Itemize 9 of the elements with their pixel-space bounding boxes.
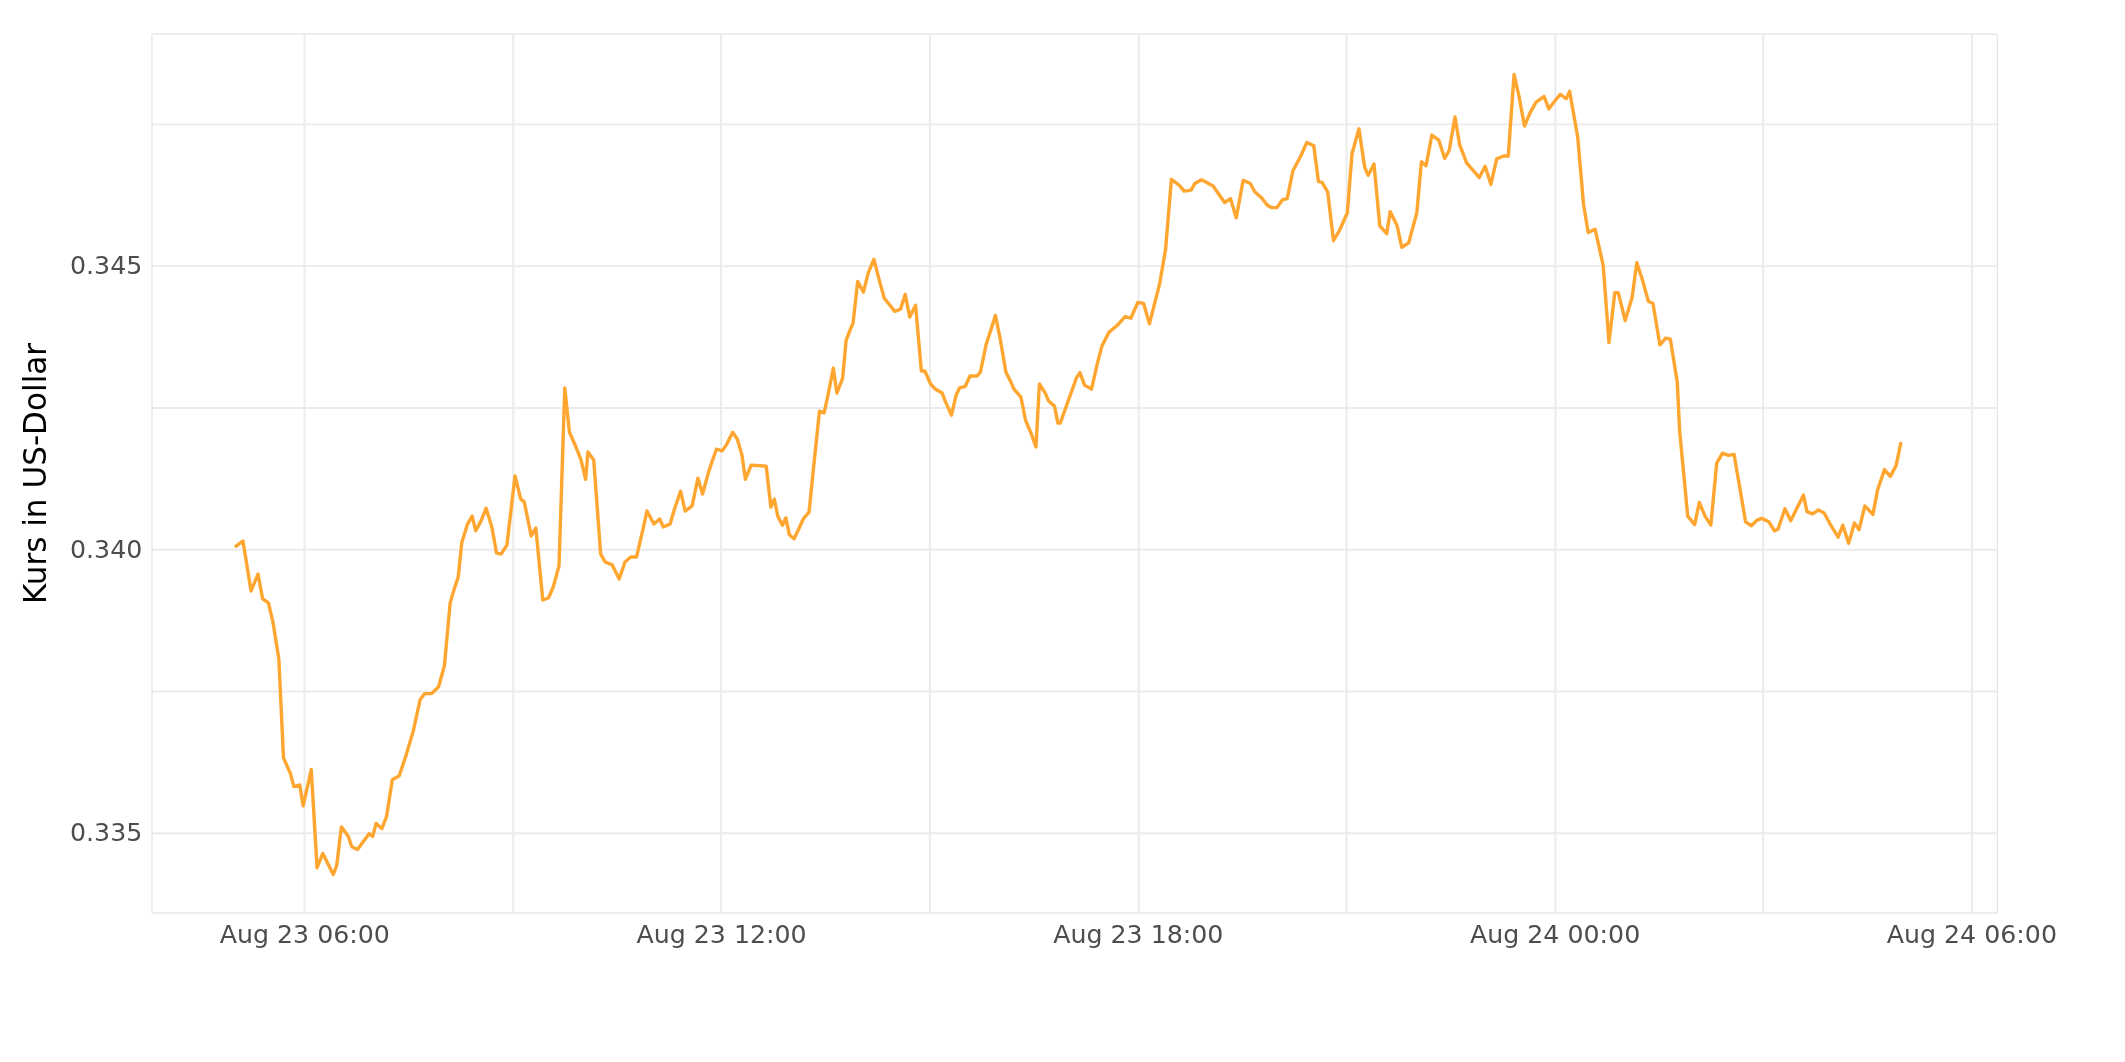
x-tick-label: Aug 24 06:00 [1886, 920, 2057, 950]
x-tick-label: Aug 23 18:00 [1053, 920, 1224, 950]
y-tick-label: 0.340 [69, 534, 143, 564]
y-tick-label: 0.335 [69, 818, 143, 848]
y-axis-title: Kurs in US-Dollar [16, 342, 53, 605]
x-tick-label: Aug 23 06:00 [219, 920, 390, 950]
x-tick-label: Aug 23 12:00 [636, 920, 807, 950]
y-tick-label: 0.345 [69, 251, 143, 281]
x-tick-label: Aug 24 00:00 [1469, 920, 1641, 950]
